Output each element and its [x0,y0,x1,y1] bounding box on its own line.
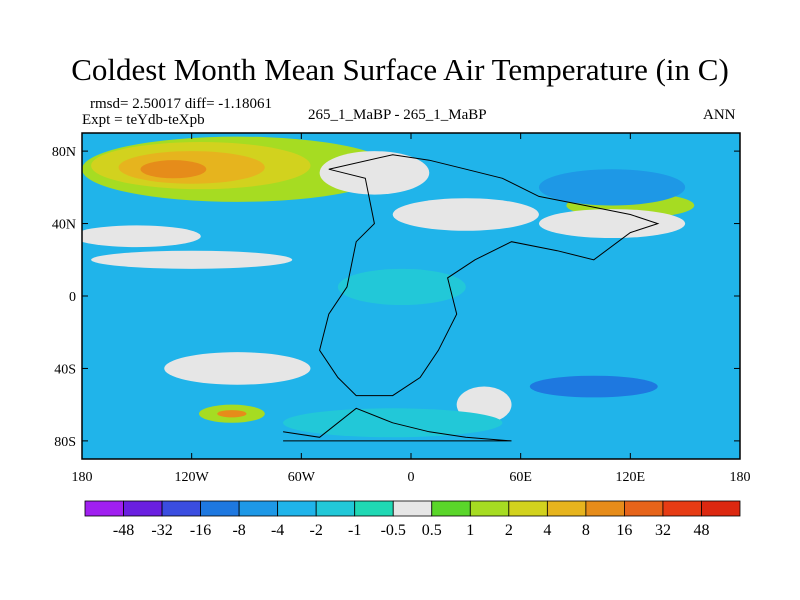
colorbar-swatch [546,500,587,517]
temperature-field [82,133,740,459]
x-tick-label: 60E [509,470,532,485]
colorbar-label: -1 [348,522,361,539]
colorbar-swatch [277,500,317,517]
field-region-arctic-neutral-band [319,151,430,195]
continent-outline [319,154,660,397]
field-region-equator-teal [337,268,466,306]
y-tick-label: 0 [69,290,76,305]
field-region-east-north-neutral [538,209,686,239]
colorbar-label: -48 [113,522,134,539]
chart-title: Coldest Month Mean Surface Air Temperatu… [71,52,729,87]
y-tick-label: 40N [52,218,76,233]
colorbar-label: 0.5 [422,522,442,539]
stats-line: rmsd= 2.50017 diff= -1.18061 [90,96,273,112]
colorbar-label: 1 [466,522,474,539]
colorbar-label: -2 [310,522,323,539]
y-tick-label: 80S [54,435,76,450]
colorbar-swatch [123,500,163,517]
colorbar-swatch [624,500,664,517]
colorbar-label: 16 [616,522,632,539]
colorbar-swatch [585,500,625,517]
x-tick-label: 60W [288,470,316,485]
expt-line: Expt = teYdb-teXpb [82,112,205,128]
colorbar-label: -16 [190,522,211,539]
colorbar-swatch [662,500,702,517]
y-tick-label: 80N [52,145,76,160]
colorbar-label: -4 [271,522,284,539]
colorbar-label: 4 [543,522,551,539]
colorbar-swatch [701,500,741,517]
colorbar-swatch [200,500,240,517]
field-region-mid-north-neutral [91,250,293,269]
x-tick-label: 180 [730,470,751,485]
x-tick-label: 120E [616,470,646,485]
colorbar-label: 2 [505,522,513,539]
x-tick-label: 120W [175,470,210,485]
colorbar-swatch [238,500,279,517]
field-region-north-atlantic-hot [140,160,207,179]
season-label: ANN [703,107,736,123]
field-region-north-band-neutral [82,225,201,248]
colorbar-swatch [431,500,471,517]
field-region-east-darkblue [538,169,686,206]
colorbar-label: 8 [582,522,590,539]
colorbar-swatch [84,500,124,517]
field-region-europe-neutral [392,198,539,231]
colorbar-label: -32 [151,522,172,539]
southern-outline [283,407,512,442]
colorbar-swatch [315,500,356,517]
field-region-south-pacific-neutral [164,352,311,385]
x-tick-label: 0 [408,470,415,485]
x-tick-label: 180 [72,470,93,485]
colorbar-swatch [392,500,433,517]
colorbar-label: -0.5 [381,522,406,539]
y-tick-label: 40S [54,362,76,377]
colorbar-swatch [161,500,201,517]
field-region-south-east-blue [529,375,658,398]
colorbar-swatch [469,500,510,517]
colorbar: -48 -32 -16 -8 -4 -2 -1 -0.5 0.5 1 2 4 8 16 32 48 [84,500,741,539]
colorbar-swatch [354,500,394,517]
field-region-south-warm-orange [217,410,247,418]
colorbar-swatch [508,500,548,517]
colorbar-label: 32 [655,522,671,539]
colorbar-label: 48 [693,522,709,539]
colorbar-label: -8 [232,522,245,539]
center-label: 265_1_MaBP - 265_1_MaBP [308,107,487,123]
